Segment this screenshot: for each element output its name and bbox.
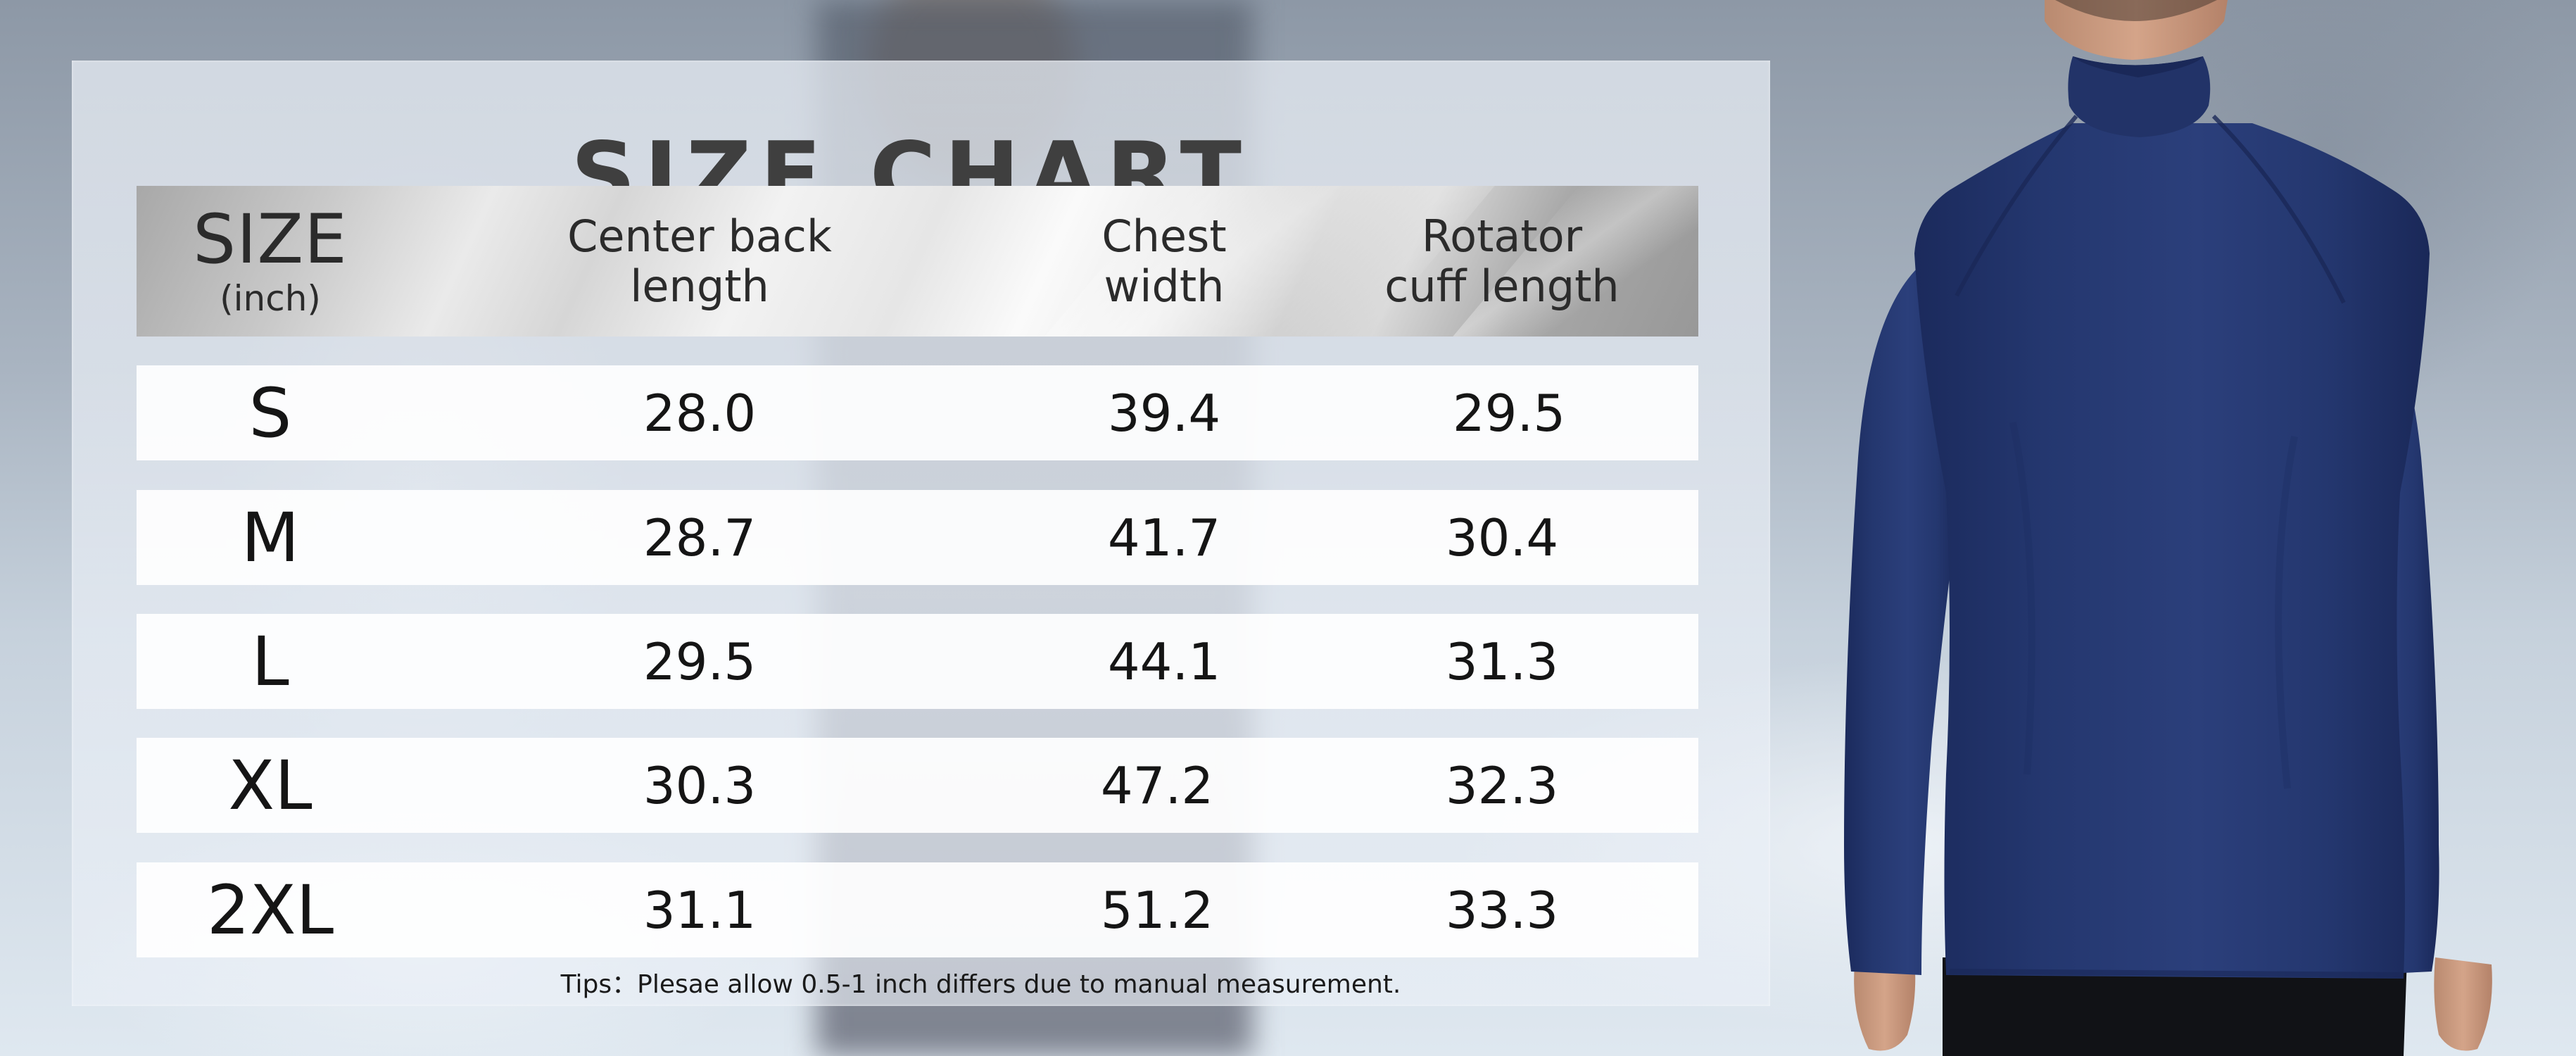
center-back-cell: 29.5: [643, 631, 757, 691]
right-raglan-seam: [2211, 114, 2346, 304]
chest-cell: 51.2: [1100, 880, 1214, 940]
cuff-cell: 29.5: [1452, 383, 1566, 443]
size-chart-panel: SIZE CHART SIZE (inch) Center back lengt…: [72, 61, 1770, 1006]
table-row: S 28.0 39.4 29.5: [137, 365, 1698, 460]
header-center-back: Center back length: [503, 186, 897, 337]
header-cuff-label: Rotator cuff length: [1384, 210, 1620, 312]
pants-shape: [1943, 957, 2407, 1056]
measurement-tip: Tips：Plesae allow 0.5-1 inch differs due…: [560, 970, 1401, 999]
neck-shape: [2045, 0, 2228, 60]
header-size: SIZE (inch): [137, 186, 404, 337]
chest-cell: 44.1: [1107, 631, 1221, 691]
size-cell: L: [251, 622, 289, 701]
size-cell: S: [248, 373, 292, 453]
collar-shape: [2068, 56, 2211, 137]
center-back-cell: 30.3: [643, 755, 757, 815]
cuff-cell: 32.3: [1445, 755, 1559, 815]
chest-cell: 39.4: [1107, 383, 1221, 443]
center-back-cell: 28.0: [643, 383, 757, 443]
table-row: XL 30.3 47.2 32.3: [137, 738, 1698, 833]
size-cell: XL: [228, 746, 312, 825]
header-chest-label: Chest width: [1101, 210, 1227, 312]
header-cuff: Rotator cuff length: [1305, 186, 1698, 337]
chest-cell: 41.7: [1107, 508, 1221, 567]
header-chest: Chest width: [967, 186, 1361, 337]
right-hand-shape: [2434, 957, 2492, 1051]
table-row: L 29.5 44.1 31.3: [137, 614, 1698, 709]
left-raglan-seam: [1955, 115, 2078, 297]
cuff-cell: 31.3: [1445, 631, 1559, 691]
cuff-cell: 30.4: [1445, 508, 1559, 567]
table-row: M 28.7 41.7 30.4: [137, 490, 1698, 585]
table-row: 2XL 31.1 51.2 33.3: [137, 862, 1698, 957]
header-center-back-label: Center back length: [567, 210, 832, 312]
center-back-cell: 28.7: [643, 508, 757, 567]
left-hand-shape: [1854, 957, 1916, 1051]
center-back-cell: 31.1: [643, 880, 757, 940]
model-back-view-image: [1844, 0, 2492, 1056]
shirt-body-shape: [1914, 123, 2430, 979]
chest-cell: 47.2: [1100, 755, 1214, 815]
size-cell: 2XL: [206, 870, 334, 950]
left-sleeve-shape: [1844, 268, 1960, 975]
cuff-cell: 33.3: [1445, 880, 1559, 940]
size-cell: M: [241, 498, 300, 577]
header-size-label: SIZE: [193, 200, 348, 279]
collar-fold-shape: [2073, 56, 2203, 77]
header-size-unit: (inch): [220, 277, 321, 319]
table-header: SIZE (inch) Center back length Chest wid…: [137, 186, 1698, 337]
